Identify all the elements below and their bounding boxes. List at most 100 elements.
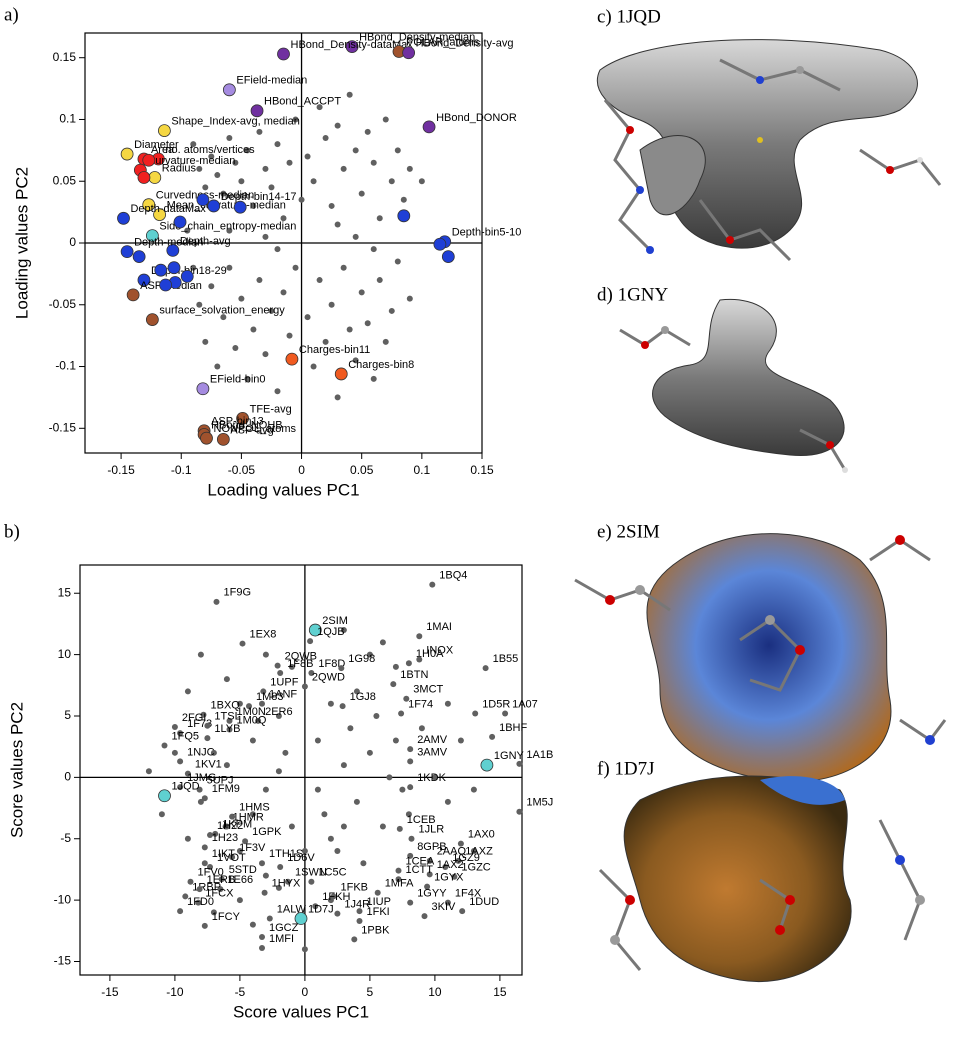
point (366, 749, 373, 756)
x-tick-label: -5 (235, 985, 246, 999)
point (262, 872, 269, 879)
point (340, 165, 347, 172)
point-label: HBond_Density-median (359, 31, 475, 43)
molecule-2sim (574, 533, 947, 783)
point-label: Depth-bin14-17 (221, 191, 297, 203)
point (472, 710, 479, 717)
point-label: 1CEA (406, 856, 435, 868)
point-label: Depth-avg (180, 235, 231, 247)
point (220, 190, 227, 197)
y-tick-label: -15 (54, 954, 72, 968)
point (301, 946, 308, 953)
point (395, 867, 402, 874)
point-label: 1SWN (295, 867, 327, 879)
point (137, 171, 151, 184)
point-label: 1JQD (172, 781, 200, 793)
point (304, 153, 311, 160)
scatter-chart: -0.15 -0.1 -0.05 0 0.05 0.1 0.15 -0.15 -0.1 -0.05… (12, 31, 521, 499)
point (256, 128, 263, 135)
point (366, 651, 373, 658)
point-label: Curvature-median (147, 155, 235, 167)
y-tick-label: 0.05 (53, 173, 77, 187)
point (338, 665, 345, 672)
point-label: 1AX0 (468, 829, 495, 841)
point-label: 1FM9 (212, 783, 240, 795)
point-label: 1MAI (426, 621, 452, 633)
point (242, 838, 249, 845)
surface (639, 135, 706, 216)
point (316, 104, 323, 111)
point-label: 1KPM (222, 819, 252, 831)
point (167, 261, 181, 275)
point (145, 313, 159, 326)
point (376, 215, 383, 222)
point (261, 889, 268, 896)
x-tick-label: 0 (302, 985, 309, 999)
y-tick-label: 15 (58, 585, 72, 599)
point-label: 1FKI (367, 906, 390, 918)
point-label: EField-bin0 (210, 374, 266, 386)
point (200, 711, 207, 718)
point (482, 665, 489, 672)
point (268, 307, 275, 314)
point (145, 768, 152, 775)
point (286, 332, 293, 339)
point-label: 1A1B (526, 749, 553, 761)
point (182, 893, 189, 900)
point-label: INOX (426, 644, 454, 656)
panel-label: e) 2SIM (597, 521, 660, 542)
point (184, 227, 191, 234)
point (457, 737, 464, 744)
point (132, 250, 146, 263)
point (388, 307, 395, 314)
point (397, 209, 411, 223)
molecule-1gny (619, 298, 848, 473)
point-label: 1G98 (348, 653, 375, 665)
point (356, 917, 363, 924)
point-label: ASP-bin13 (211, 416, 264, 428)
point-label: 1F8B (287, 658, 313, 670)
point (327, 700, 334, 707)
point (223, 762, 230, 769)
y-tick-label: -10 (54, 892, 72, 906)
panel-label: a) (4, 4, 19, 25)
point-label: Depth-median (134, 237, 203, 249)
point (171, 724, 178, 731)
point-label: 1KDK (417, 772, 446, 784)
point (451, 873, 458, 880)
y-tick-label: -0.15 (49, 420, 77, 434)
x-tick-label: -15 (101, 985, 119, 999)
point-label: 1QJB (317, 626, 345, 638)
point-label: 1IUP (367, 896, 391, 908)
point (239, 640, 246, 647)
point (314, 737, 321, 744)
point-label: 2AMV (417, 734, 448, 746)
point-label: 1FCY (212, 911, 241, 923)
point (334, 367, 348, 381)
point (166, 244, 180, 257)
point-label: Side_chain_entropy-median (159, 220, 296, 232)
point-label: ASP-avg (230, 424, 273, 436)
point (236, 412, 249, 425)
point (340, 823, 347, 830)
x-tick-label: -0.05 (228, 463, 256, 477)
point (161, 742, 168, 749)
point (516, 808, 523, 815)
point (388, 178, 395, 185)
surface (760, 776, 845, 805)
x-axis-title: Loading values PC1 (207, 480, 359, 499)
point (177, 758, 184, 765)
x-tick-label: 0.05 (350, 463, 374, 477)
point-label: 1M0N (237, 706, 266, 718)
point-label: 1GNY (494, 750, 525, 762)
point (421, 913, 428, 920)
point (214, 172, 221, 179)
point (120, 245, 134, 259)
point (394, 147, 401, 154)
point (217, 886, 224, 893)
point (310, 363, 317, 370)
point (244, 147, 251, 154)
point (374, 889, 381, 896)
point (220, 314, 227, 321)
